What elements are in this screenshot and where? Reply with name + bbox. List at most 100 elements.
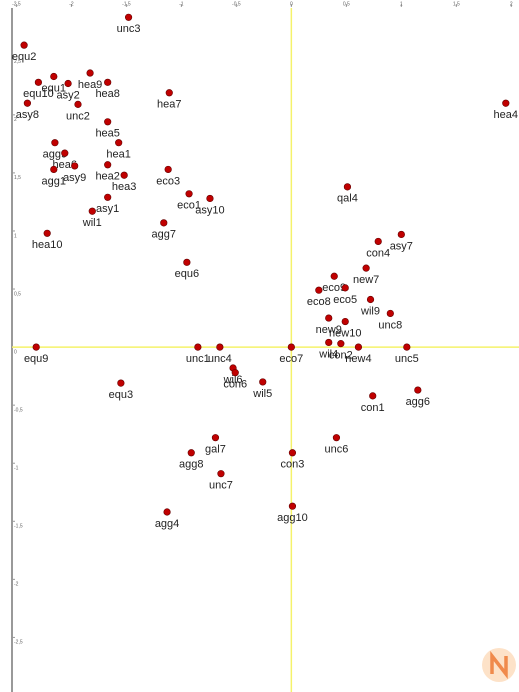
point-label: eco9 xyxy=(322,282,346,294)
point xyxy=(217,470,225,478)
point xyxy=(259,378,267,386)
y-tick-label: -0,5 xyxy=(14,407,23,413)
point-label: agg8 xyxy=(179,459,203,471)
point-label: new7 xyxy=(353,274,379,286)
point-label: wil1 xyxy=(82,217,102,229)
point-label: asy1 xyxy=(96,203,119,215)
y-tick-label: -1 xyxy=(14,466,19,472)
point-label: eco8 xyxy=(307,296,331,308)
point-label: hea9 xyxy=(78,79,102,91)
point-label: equ2 xyxy=(12,51,36,63)
point-label: wil4 xyxy=(318,348,338,360)
x-tick-label: 0,5 xyxy=(343,1,350,7)
point-label: unc1 xyxy=(186,353,210,365)
point-label: eco1 xyxy=(177,200,201,212)
point xyxy=(502,99,510,107)
x-tick-label: -1 xyxy=(179,1,184,7)
point-label: hea8 xyxy=(95,88,119,100)
point xyxy=(120,171,128,179)
point-label: asy9 xyxy=(63,172,86,184)
point-label: qal4 xyxy=(337,193,358,205)
point-label: eco7 xyxy=(279,353,303,365)
point xyxy=(366,295,375,304)
point xyxy=(231,369,239,377)
point xyxy=(337,340,345,348)
point-label: eco5 xyxy=(333,294,357,306)
point xyxy=(23,99,31,107)
point xyxy=(341,284,349,292)
point-label: con4 xyxy=(366,247,390,259)
point-label: hea1 xyxy=(106,149,130,161)
point-label: agg4 xyxy=(155,518,179,530)
point xyxy=(61,149,69,157)
point-label: equ10 xyxy=(23,88,54,100)
point xyxy=(163,508,171,516)
point xyxy=(288,502,297,510)
point-label: hea2 xyxy=(95,171,119,183)
point-label: hea6 xyxy=(53,159,77,171)
point xyxy=(414,386,422,394)
point-label: con2 xyxy=(329,350,353,362)
point-label: new9 xyxy=(316,324,342,336)
point xyxy=(20,41,28,49)
point xyxy=(104,78,112,86)
point xyxy=(374,237,382,246)
point-label: agg6 xyxy=(406,396,430,408)
point xyxy=(211,434,220,442)
point-label: wil6 xyxy=(223,374,243,386)
point xyxy=(104,193,112,201)
y-tick-label: 0,5 xyxy=(14,291,21,297)
point xyxy=(64,79,72,88)
point xyxy=(354,343,363,351)
y-tick-label: 2 xyxy=(14,117,17,123)
point-label: agg9 xyxy=(43,149,67,161)
point-label: asy2 xyxy=(56,89,79,101)
x-tick-label: 0 xyxy=(290,1,293,7)
point xyxy=(386,309,394,318)
y-tick-label: -1,5 xyxy=(14,524,23,530)
point xyxy=(325,314,333,322)
point xyxy=(160,219,168,227)
point xyxy=(332,434,341,442)
point xyxy=(287,343,295,351)
point-label: hea7 xyxy=(157,99,181,111)
point-label: new10 xyxy=(329,327,361,339)
point xyxy=(315,286,323,294)
point xyxy=(362,264,370,272)
point xyxy=(124,13,133,21)
x-tick-label: -2 xyxy=(69,1,74,7)
point-label: equ6 xyxy=(175,268,199,280)
point xyxy=(34,78,42,86)
point-label: gal7 xyxy=(205,444,226,456)
y-tick-label: 1,5 xyxy=(14,175,21,181)
y-tick-label: -2 xyxy=(14,582,19,588)
watermark xyxy=(482,648,516,682)
point xyxy=(185,190,193,198)
point xyxy=(330,272,338,280)
point-label: con6 xyxy=(223,379,247,391)
point-label: eco3 xyxy=(156,175,180,187)
point xyxy=(164,165,172,174)
y-tick-label: 1 xyxy=(14,233,17,239)
point xyxy=(187,449,195,457)
point-label: unc7 xyxy=(209,480,233,492)
point xyxy=(117,379,125,387)
point xyxy=(71,162,79,170)
point-label: agg1 xyxy=(42,175,66,187)
point-label: hea3 xyxy=(112,181,136,193)
point xyxy=(343,183,352,191)
point-label: asy10 xyxy=(195,204,224,216)
x-tick-label: 2 xyxy=(510,1,513,7)
point xyxy=(403,343,411,351)
point xyxy=(206,194,214,203)
point xyxy=(43,229,51,237)
point-label: agg7 xyxy=(152,229,176,241)
point-label: wil9 xyxy=(360,305,380,317)
point-label: unc6 xyxy=(325,444,349,456)
point xyxy=(341,317,349,326)
point-label: hea5 xyxy=(95,128,119,140)
point-label: unc2 xyxy=(66,110,90,122)
point-label: unc4 xyxy=(208,353,232,365)
point xyxy=(50,165,58,174)
